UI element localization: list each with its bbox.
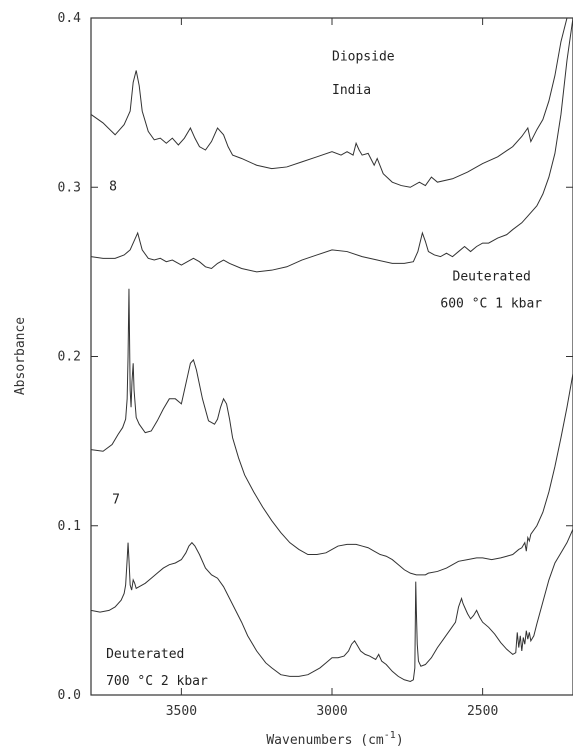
y-tick-label-1: 0.1 — [58, 519, 81, 534]
annotation-2: India — [332, 83, 371, 98]
x-axis-label-main: Wavenumbers (cm — [266, 733, 384, 748]
x-tick-label-2: 2500 — [467, 704, 498, 719]
series-layer — [90, 17, 573, 682]
annotation-5: 600 °C 1 kbar — [440, 296, 542, 311]
spectrum-line-1 — [90, 17, 573, 188]
spectrum-line-3 — [90, 288, 573, 576]
annotation-8: 700 °C 2 kbar — [106, 674, 208, 689]
y-tick-label-0: 0.0 — [58, 688, 81, 703]
x-axis-label-superscript: -1 — [384, 730, 396, 741]
x-axis-label-close: ) — [396, 733, 404, 748]
y-tick-label-2: 0.2 — [58, 350, 81, 365]
spectrum-line-2 — [90, 17, 573, 273]
annotation-1: Diopside — [332, 49, 395, 64]
y-tick-label-3: 0.3 — [58, 180, 81, 195]
x-tick-label-1: 3000 — [316, 704, 347, 719]
annotation-layer: Diopside India 8 Deuterated 600 °C 1 kbar 7 De… — [106, 49, 542, 689]
y-axis-label: Absorbance — [13, 317, 28, 395]
annotation-4: Deuterated — [453, 269, 531, 284]
tick-layer: 0.0 0.1 0.2 0.3 0.4 3500 3000 2500 — [58, 11, 573, 719]
x-axis-label: Wavenumbers (cm-1) — [266, 730, 403, 748]
annotation-7: Deuterated — [106, 647, 184, 662]
x-tick-label-0: 3500 — [166, 704, 197, 719]
plot-frame — [90, 17, 573, 696]
spectrum-line-4 — [90, 528, 573, 682]
annotation-6: 7 — [112, 493, 120, 508]
y-tick-label-4: 0.4 — [58, 11, 82, 26]
annotation-3: 8 — [109, 180, 117, 195]
